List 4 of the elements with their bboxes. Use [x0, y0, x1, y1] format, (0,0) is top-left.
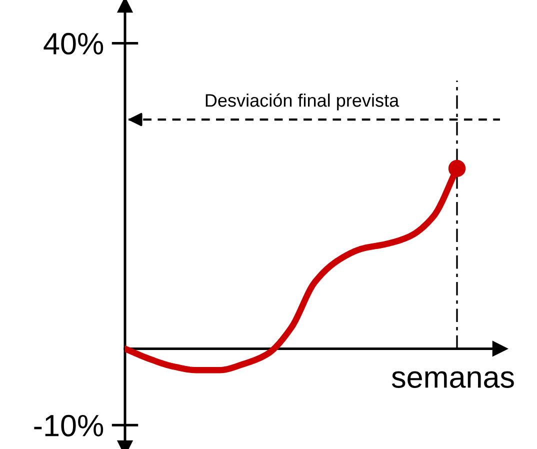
ref-line-label: Desviación final prevista	[206, 93, 400, 110]
x-axis-title: semanas	[392, 371, 514, 388]
y-tick-label: -10%	[34, 414, 104, 436]
y-tick-label: 40%	[44, 32, 104, 55]
